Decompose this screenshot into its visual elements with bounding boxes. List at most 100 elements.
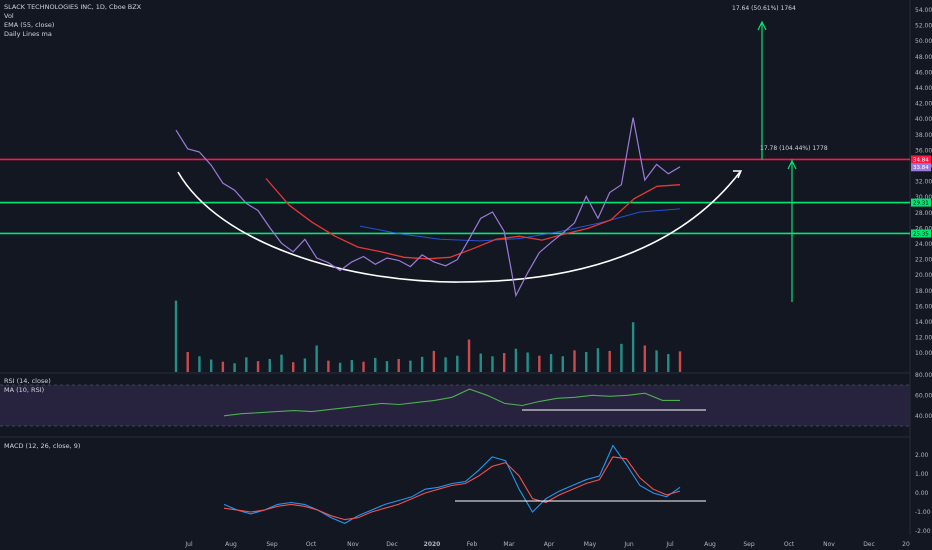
volume-bar xyxy=(209,359,213,372)
x-tick-label: Jul xyxy=(184,541,193,548)
x-tick-label: Mar xyxy=(503,541,515,548)
x-tick-label: Jun xyxy=(623,541,634,548)
daily-ma-line xyxy=(359,208,681,242)
volume-bar xyxy=(631,322,635,372)
volume-bar xyxy=(245,357,248,372)
rsi-legend: RSI (14, close) xyxy=(4,377,51,385)
x-tick-label: Aug xyxy=(704,541,716,548)
x-tick-label: Oct xyxy=(306,541,317,548)
macd-legend: MACD (12, 26, close, 9) xyxy=(4,442,81,450)
y-tick-label: 14.00 xyxy=(915,319,932,326)
volume-bar xyxy=(198,356,201,372)
volume-bar xyxy=(221,361,225,372)
ema-legend: EMA (55, close) xyxy=(4,21,55,29)
volume-bar xyxy=(667,354,670,372)
x-tick-label: Dec xyxy=(863,541,875,548)
price-tag-red: 34.84 xyxy=(913,157,929,163)
volume-bar xyxy=(315,345,318,372)
price-line xyxy=(175,117,681,298)
x-tick-label: Apr xyxy=(544,541,555,548)
cup-arc xyxy=(177,171,741,283)
volume-bar xyxy=(561,356,564,372)
price-tag-purple: 33.84 xyxy=(913,165,929,171)
volume-bar xyxy=(409,360,412,372)
y-tick-label: 50.00 xyxy=(915,38,932,45)
volume-bar xyxy=(456,355,459,372)
cup-arrow-head xyxy=(733,170,743,179)
volume-bar xyxy=(538,355,541,372)
vol-legend: Vol xyxy=(4,12,14,20)
x-tick-label: Dec xyxy=(386,541,398,548)
y-tick-label: 32.00 xyxy=(915,179,932,186)
volume-bar xyxy=(549,354,553,372)
signal-line xyxy=(223,456,681,521)
rsi-ma-line xyxy=(223,388,680,417)
volume-bar xyxy=(467,339,471,372)
y-tick-label: 30.00 xyxy=(915,194,932,201)
volume-bar xyxy=(620,343,623,372)
price-tag-red-bg xyxy=(911,155,931,164)
volume-bar xyxy=(432,350,436,372)
volume-bar xyxy=(444,357,447,372)
volume-bar xyxy=(655,350,658,372)
y-tick-label: 52.00 xyxy=(915,23,932,30)
volume-bar xyxy=(327,360,330,372)
volume-bar xyxy=(643,345,647,372)
target-annotation-2: 17.78 (104.44%) 1778 xyxy=(760,145,828,152)
volume-bar xyxy=(573,350,576,372)
volume-bar xyxy=(338,362,342,372)
y-tick-label: 18.00 xyxy=(915,288,932,295)
volume-bar xyxy=(303,358,307,372)
x-tick-label: Nov xyxy=(823,541,835,548)
price-tag-green-upper-bg xyxy=(911,198,931,207)
symbol-title: SLACK TECHNOLOGIES INC, 1D, Cboe BZX xyxy=(4,3,142,11)
volume-bar xyxy=(350,360,354,372)
macd-tick-label: 0.00 xyxy=(915,490,929,497)
x-tick-label: 2020 xyxy=(424,541,441,548)
target-annotation-1: 17.64 (50.61%) 1764 xyxy=(732,5,796,12)
volume-bar xyxy=(292,362,295,372)
volume-bar xyxy=(420,356,424,372)
volume-bar xyxy=(385,361,389,372)
y-tick-label: 38.00 xyxy=(915,132,932,139)
volume-bar xyxy=(608,350,611,372)
volume-bar xyxy=(596,348,600,372)
price-tag-purple-bg xyxy=(911,163,931,172)
y-tick-label: 12.00 xyxy=(915,335,932,342)
volume-bar xyxy=(280,354,283,372)
volume-bar xyxy=(678,351,682,372)
macd-tick-label: 1.00 xyxy=(915,471,929,478)
y-tick-label: 24.00 xyxy=(915,241,932,248)
x-tick-label: 20 xyxy=(902,541,910,548)
volume-bar xyxy=(374,357,377,372)
rsi-tick-label: 60.00 xyxy=(915,392,932,399)
y-tick-label: 22.00 xyxy=(915,257,932,264)
volume-bar xyxy=(526,352,529,372)
y-tick-label: 36.00 xyxy=(915,147,932,154)
volume-bar xyxy=(362,361,365,372)
macd-tick-label: -1.00 xyxy=(915,509,931,516)
macd-line xyxy=(223,444,681,525)
y-tick-label: 26.00 xyxy=(915,225,932,232)
volume-bar xyxy=(491,356,494,372)
x-tick-label: Jul xyxy=(665,541,674,548)
volume-bar xyxy=(233,363,236,372)
macd-tick-label: 2.00 xyxy=(915,452,929,459)
x-tick-label: Nov xyxy=(347,541,359,548)
y-tick-label: 28.00 xyxy=(915,210,932,217)
target-arrow-2-head xyxy=(787,159,797,170)
x-tick-label: Aug xyxy=(225,541,237,548)
rsi-ma-legend: MA (10, RSI) xyxy=(4,386,45,394)
price-tag-green-lower-bg xyxy=(911,229,931,238)
macd-tick-label: -2.00 xyxy=(915,528,931,535)
rsi-band xyxy=(0,385,910,426)
y-tick-label: 16.00 xyxy=(915,303,932,310)
ema-line xyxy=(265,178,681,260)
x-tick-label: May xyxy=(584,541,597,548)
volume-bar xyxy=(174,300,178,372)
volume-bar xyxy=(268,358,271,372)
volume-bar xyxy=(479,353,482,372)
y-tick-label: 48.00 xyxy=(915,54,932,61)
x-tick-label: Sep xyxy=(743,541,755,548)
